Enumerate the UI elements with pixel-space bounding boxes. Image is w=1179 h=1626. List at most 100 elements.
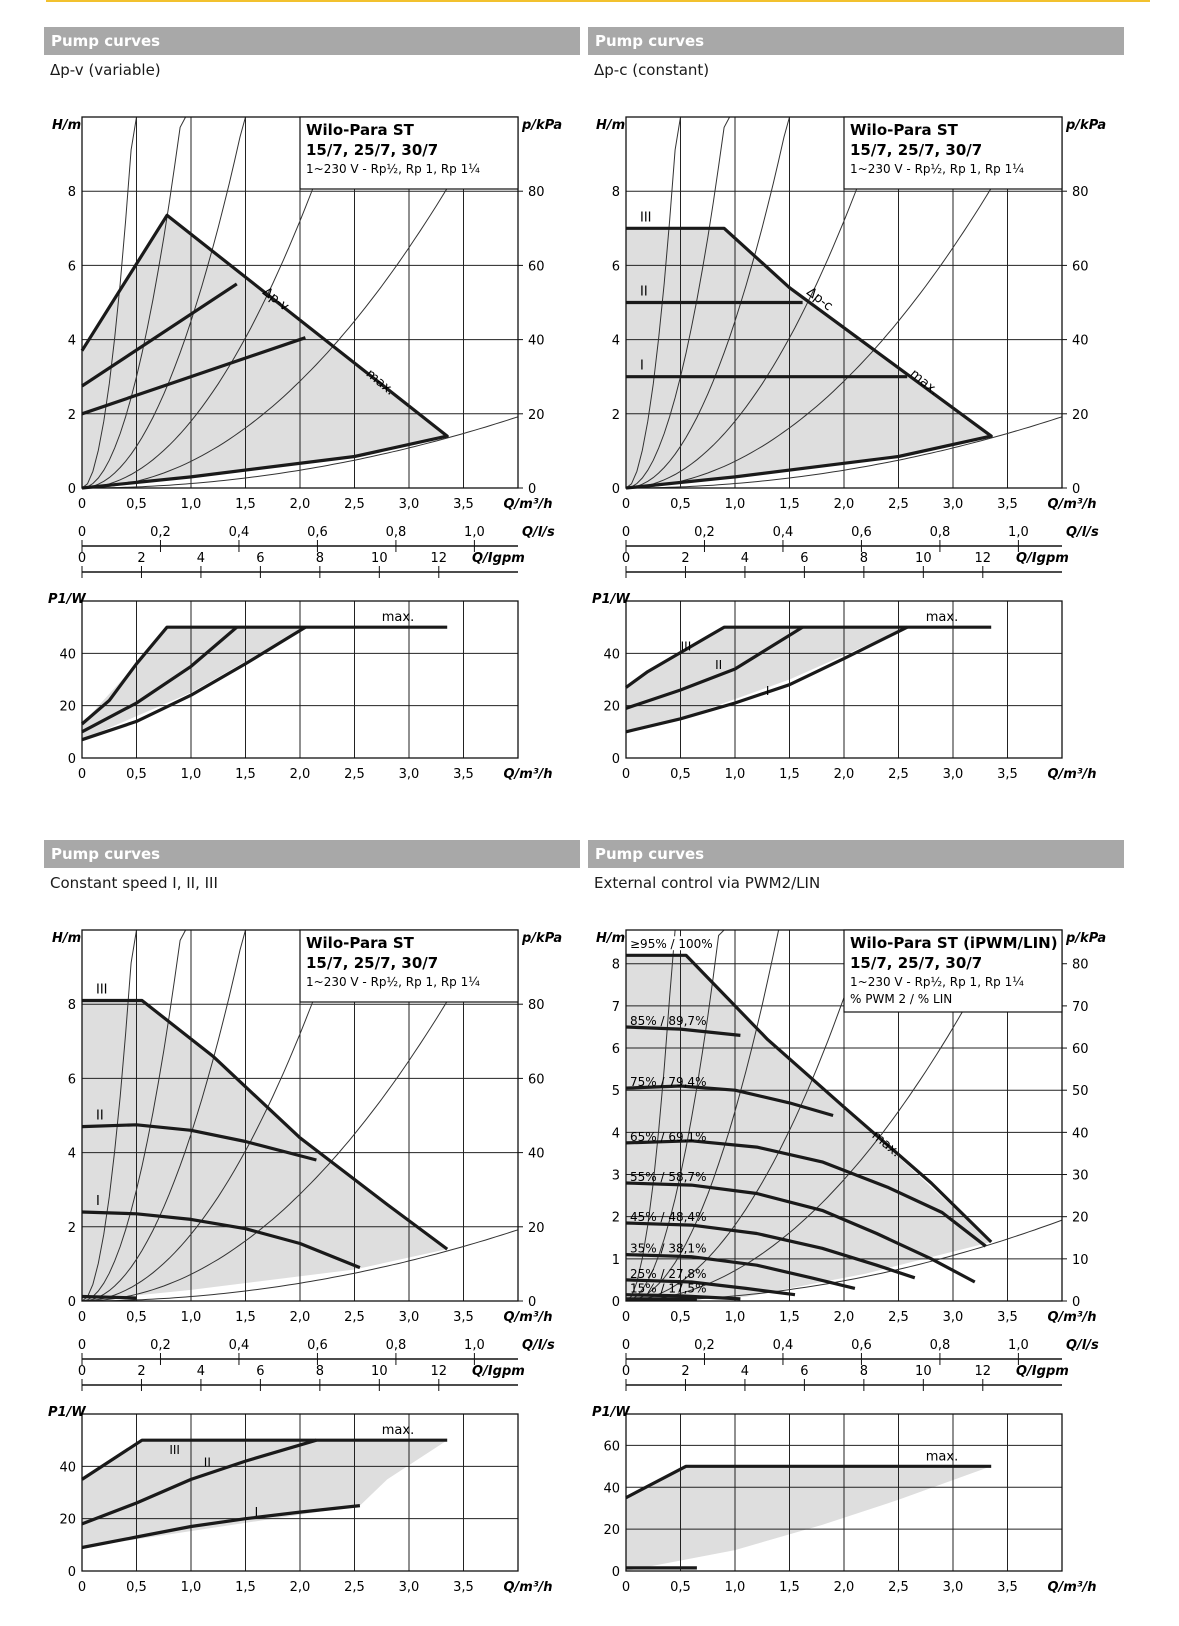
x-axis-label: Q/m³/h: [1047, 1310, 1096, 1325]
y2-axis-label: p/kPa: [1065, 931, 1106, 946]
power-series-max: [625, 1464, 992, 1500]
legend-line: Wilo-Para ST (iPWM/LIN): [850, 934, 1058, 952]
q-ls-tick-label: 0,2: [150, 525, 171, 540]
system-curve: [81, 116, 492, 489]
x-tick-label: 0: [78, 497, 86, 512]
y2-tick-label: 30: [1072, 1169, 1089, 1184]
operating-area: [626, 955, 992, 1301]
y2-tick-label: 10: [1072, 1253, 1089, 1268]
x-tick-label: 2,0: [290, 497, 311, 512]
q-igpm-tick-label: 4: [197, 551, 205, 566]
power-x-tick-label: 2,5: [888, 1580, 909, 1595]
power-frame: [625, 1413, 1063, 1572]
y2-axis-label: p/kPa: [1065, 118, 1106, 133]
q-igpm-tick-label: 0: [622, 551, 630, 566]
y-axis-label: H/m: [52, 931, 81, 946]
q-ls-tick-label: 0,2: [150, 1338, 171, 1353]
panel-subtitle: External control via PWM2/LIN: [594, 874, 821, 892]
series-75-79-4-: [625, 1084, 834, 1118]
system-curve: [625, 116, 681, 489]
curve-label: 65% / 69,1%: [630, 1130, 706, 1144]
x-tick-label: 3,0: [943, 1310, 964, 1325]
x-tick-label: 0,5: [670, 1310, 691, 1325]
x-tick-label: 1,5: [779, 497, 800, 512]
q-igpm-label: Q/Igpm: [1016, 1364, 1069, 1379]
power-max-label: max.: [382, 610, 414, 625]
power-max-label: max.: [382, 1423, 414, 1438]
q-igpm-tick-label: 0: [622, 1364, 630, 1379]
system-curve: [82, 1229, 519, 1302]
system-curve: [81, 116, 344, 489]
q-igpm-tick-label: 2: [137, 551, 145, 566]
q-igpm-tick-label: 2: [681, 551, 689, 566]
y2-tick-label: 40: [1072, 1126, 1089, 1141]
y2-tick-label: 20: [1072, 1211, 1089, 1226]
power-x-tick-label: 3,5: [997, 1580, 1018, 1595]
legend-line: 15/7, 25/7, 30/7: [850, 141, 982, 159]
system-curve: [625, 929, 872, 1302]
power-x-label: Q/m³/h: [503, 1580, 552, 1595]
legend-line: 1~230 V - Rp½, Rp 1, Rp 1¼: [850, 162, 1024, 176]
power-x-tick-label: 1,0: [725, 767, 746, 782]
series-25-27-8-: [625, 1278, 796, 1297]
power-x-tick-label: 2,5: [344, 1580, 365, 1595]
y-tick-label: 4: [68, 334, 76, 349]
panel-band: Pump curves: [588, 840, 1124, 868]
x-tick-label: 0,5: [670, 497, 691, 512]
power-x-tick-label: 2,0: [290, 1580, 311, 1595]
power-series-i: [81, 1504, 361, 1550]
q-igpm-tick-label: 10: [371, 1364, 388, 1379]
x-tick-label: 2,0: [834, 497, 855, 512]
panel-band: Pump curves: [588, 27, 1124, 55]
power-x-tick-label: 2,5: [344, 767, 365, 782]
power-y-tick-label: 0: [612, 752, 620, 767]
power-x-tick-label: 1,5: [779, 767, 800, 782]
legend-line: 1~230 V - Rp½, Rp 1, Rp 1¼: [306, 975, 480, 989]
y2-tick-label: 40: [528, 1147, 545, 1162]
x-tick-label: 2,5: [888, 1310, 909, 1325]
system-curve: [626, 1219, 1063, 1302]
series-max: [80, 213, 449, 490]
power-x-tick-label: 2,0: [834, 1580, 855, 1595]
power-frame: [625, 600, 1063, 759]
speed-label: III: [96, 982, 108, 997]
panel-pwm: Pump curves External control via PWM2/LI…: [588, 840, 1124, 1595]
legend-line: Wilo-Para ST: [306, 934, 415, 952]
system-curve: [82, 416, 519, 489]
power-x-tick-label: 3,0: [943, 767, 964, 782]
y-tick-label: 5: [612, 1084, 620, 1099]
series-85-89-7-: [625, 1025, 741, 1037]
legend-line: 15/7, 25/7, 30/7: [850, 954, 982, 972]
series-i: [81, 336, 306, 416]
curve-label: 55% / 58,7%: [630, 1170, 706, 1184]
y-axis-label: H/m: [596, 931, 625, 946]
system-curve: [625, 116, 790, 489]
q-igpm-tick-label: 2: [137, 1364, 145, 1379]
top-rule: [46, 0, 1150, 2]
flow-axes: 0 0,2 0,4 0,6 0,8 1,0 Q/l/s 0 2 4 6 8 10 12 Q/Igpm: [622, 1338, 1099, 1391]
q-ls-tick-label: 0,6: [851, 525, 872, 540]
power-speed-label: II: [715, 658, 722, 672]
power-x-label: Q/m³/h: [503, 767, 552, 782]
q-igpm-tick-label: 6: [256, 551, 264, 566]
power-plot: 0 20 40 P1/W max. 0 0,5 1,0 1,5 2,0 2,5 3,0 3,5 Q/m³/…: [48, 592, 553, 782]
q-ls-tick-label: 0,6: [851, 1338, 872, 1353]
power-x-tick-label: 1,5: [235, 767, 256, 782]
y2-tick-label: 60: [528, 1072, 545, 1087]
power-max-label: max.: [926, 1449, 958, 1464]
q-ls-tick-label: 0: [78, 525, 86, 540]
power-y-tick-label: 40: [59, 647, 76, 662]
q-ls-label: Q/l/s: [1066, 525, 1099, 540]
power-y-label: P1/W: [48, 592, 86, 607]
y-tick-label: 8: [68, 185, 76, 200]
panel-band: Pump curves: [44, 27, 580, 55]
q-igpm-label: Q/Igpm: [1016, 551, 1069, 566]
power-y-tick-label: 60: [603, 1439, 620, 1454]
q-ls-tick-label: 0,4: [773, 525, 794, 540]
flow-axes: 0 0,2 0,4 0,6 0,8 1,0 Q/l/s 0 2 4 6 8 10 12 Q/Igpm: [78, 525, 555, 578]
q-igpm-tick-label: 6: [256, 1364, 264, 1379]
